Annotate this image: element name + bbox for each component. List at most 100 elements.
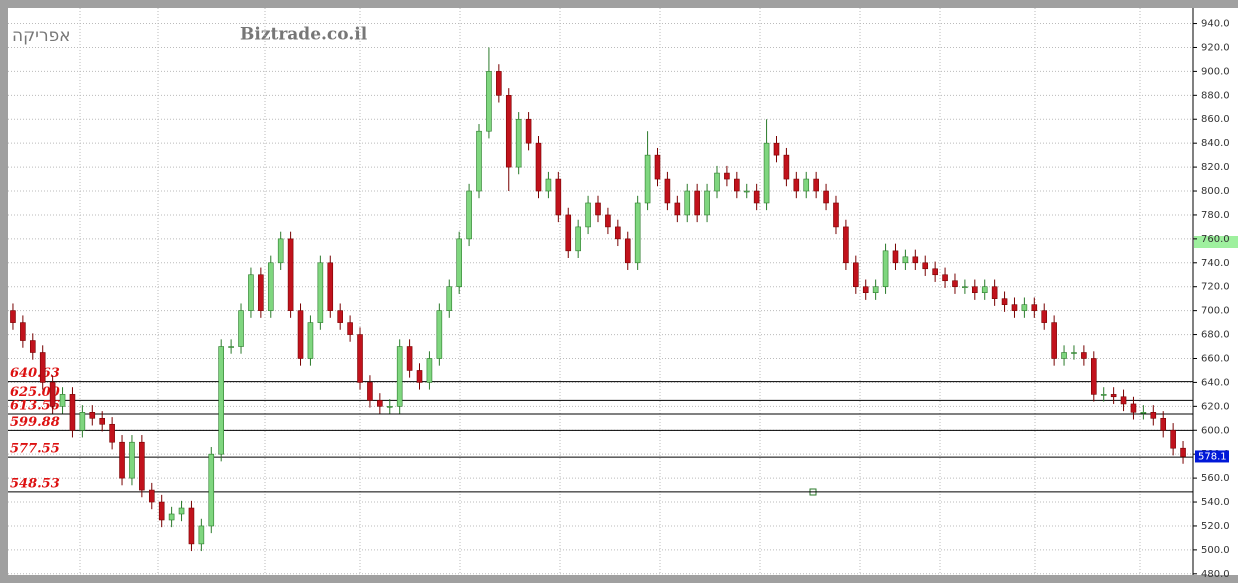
candle-body <box>1051 322 1057 359</box>
candle-body <box>486 71 492 132</box>
candle-body <box>545 178 552 192</box>
candle-body <box>624 238 631 264</box>
last-price-box <box>1195 450 1229 463</box>
level-label: 640.63 <box>10 366 60 381</box>
candle-body <box>981 286 988 293</box>
candle-body <box>1170 429 1176 449</box>
level-label: 577.55 <box>10 442 60 457</box>
candle-body <box>119 441 125 479</box>
candle-body <box>1100 394 1107 396</box>
candle-body <box>367 382 373 401</box>
y-tick-label: 800.0 <box>1201 186 1230 197</box>
candle-body <box>932 268 938 276</box>
candle-body <box>139 441 145 491</box>
candle-body <box>1031 304 1038 311</box>
candle-body <box>258 274 264 311</box>
candle-body <box>20 322 26 341</box>
candle-body <box>882 250 889 288</box>
candle-body <box>654 154 661 180</box>
candle-body <box>89 412 96 419</box>
candle-body <box>743 190 750 193</box>
candle-body <box>208 453 215 527</box>
candle-body <box>436 310 443 359</box>
candle-body <box>386 406 393 408</box>
candle-body <box>535 142 542 192</box>
candle-body <box>952 280 958 288</box>
candle-body <box>69 394 76 431</box>
candle-body <box>585 202 591 228</box>
y-tick-label: 900.0 <box>1201 66 1230 77</box>
candle-body <box>49 382 56 407</box>
level-label: 599.88 <box>10 415 60 430</box>
y-tick-label: 520.0 <box>1201 521 1230 532</box>
candle-body <box>843 226 849 264</box>
y-tick-label: 640.0 <box>1201 377 1230 388</box>
candle-body <box>158 501 165 521</box>
y-tick-label: 820.0 <box>1201 162 1230 173</box>
candle-body <box>684 190 691 216</box>
candle-body <box>396 346 403 407</box>
candle-body <box>456 238 462 288</box>
y-tick-label: 500.0 <box>1201 545 1230 556</box>
candle-body <box>327 262 334 311</box>
candle-body <box>317 262 324 323</box>
candle-body <box>1150 412 1157 419</box>
candle-body <box>714 172 720 192</box>
candle-body <box>962 286 968 289</box>
candle-body <box>29 340 36 353</box>
candle-body <box>337 310 343 323</box>
candle-body <box>357 334 363 383</box>
candle-body <box>773 142 780 156</box>
candle-body <box>1061 352 1067 359</box>
candle-body <box>634 202 641 264</box>
candle-body <box>734 178 740 192</box>
level-label: 625.00 <box>10 385 60 400</box>
candle-body <box>872 286 879 293</box>
candle-body <box>39 352 46 383</box>
candle-body <box>148 489 155 503</box>
chart-title: אפריקה <box>12 26 71 46</box>
candle-body <box>1130 403 1137 413</box>
candle-body <box>1140 412 1147 414</box>
y-tick-label: 780.0 <box>1201 210 1230 221</box>
candle-body <box>972 286 978 293</box>
candle-body <box>426 358 433 383</box>
candle-body <box>1021 304 1028 311</box>
candle-body <box>466 190 472 240</box>
candle-body <box>446 286 453 311</box>
candle-body <box>753 190 760 204</box>
candle-body <box>188 507 195 545</box>
candle-body <box>1120 396 1127 405</box>
candle-body <box>793 178 800 192</box>
candle-body <box>1041 310 1048 323</box>
candle-body <box>1081 352 1087 359</box>
candle-body <box>1090 358 1097 395</box>
y-tick-label: 680.0 <box>1201 330 1230 341</box>
candle-body <box>833 202 839 228</box>
candle-body <box>704 190 710 216</box>
candle-body <box>287 238 294 311</box>
candle-body <box>1160 417 1167 431</box>
candle-body <box>406 346 413 371</box>
candle-body <box>238 310 244 347</box>
candle-body <box>902 256 909 264</box>
y-tick-label: 480.0 <box>1201 569 1230 580</box>
candle-body <box>803 178 810 192</box>
candle-body <box>724 172 730 180</box>
last-price-label: 578.1 <box>1198 451 1227 462</box>
price-marker <box>1194 236 1238 248</box>
y-tick-label: 920.0 <box>1201 42 1230 53</box>
candle-body <box>763 142 770 204</box>
candle-body <box>267 262 274 311</box>
candle-body <box>99 417 106 425</box>
candle-body <box>783 154 790 180</box>
candle-body <box>694 190 700 216</box>
candle-body <box>922 262 929 270</box>
level-label: 613.56 <box>10 399 60 414</box>
candle-body <box>664 178 671 204</box>
candle-body <box>942 274 948 282</box>
candle-body <box>862 286 869 293</box>
candle-body <box>1001 298 1008 305</box>
candle-body <box>515 118 522 168</box>
